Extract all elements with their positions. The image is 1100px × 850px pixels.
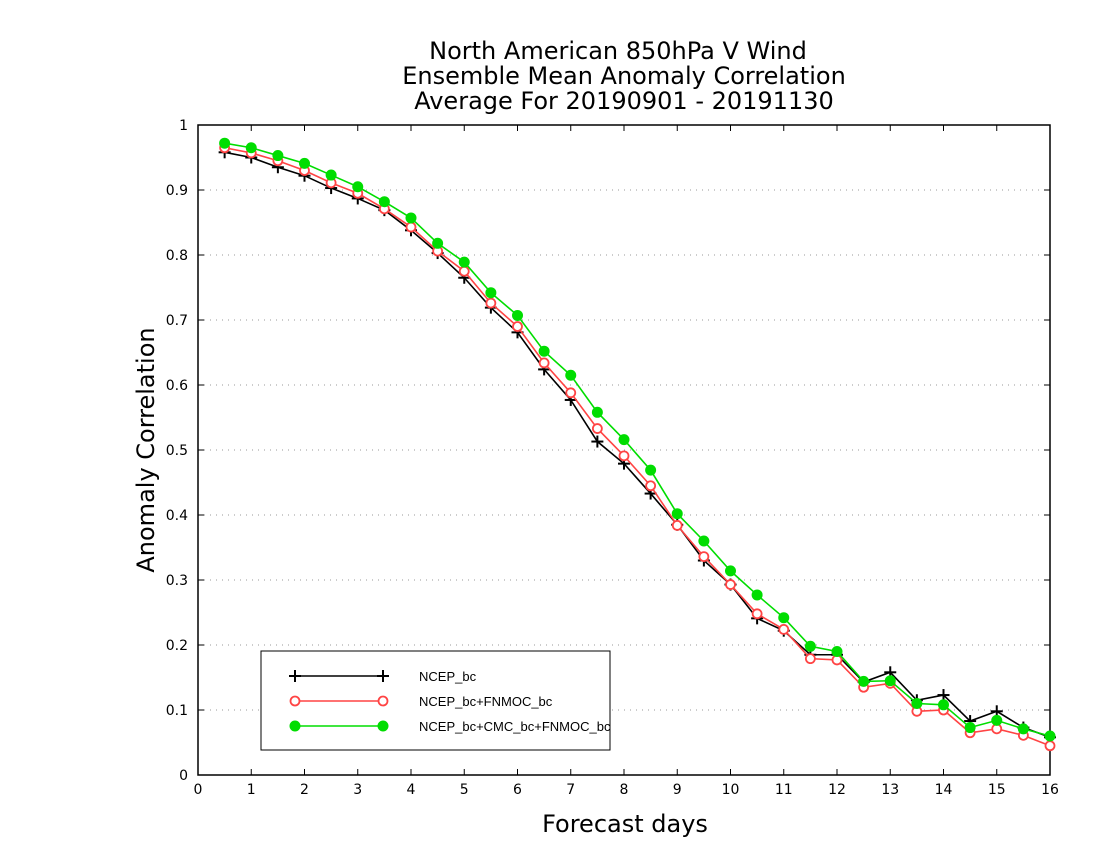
series-2-point-1 xyxy=(245,142,257,154)
x-axis-label: Forecast days xyxy=(542,810,708,838)
x-tick-label-2: 2 xyxy=(300,782,309,798)
series-2-point-4 xyxy=(325,169,337,181)
legend-label-0: NCEP_bc xyxy=(419,669,477,684)
series-line-2 xyxy=(224,142,1051,737)
x-tick-label-7: 7 xyxy=(566,782,575,798)
series-1-point-22 xyxy=(804,653,816,665)
y-tick-label-3: 0.3 xyxy=(166,573,188,589)
series-1-point-12 xyxy=(538,357,550,369)
legend-marker-left-2 xyxy=(289,720,301,732)
x-tick-label-11: 11 xyxy=(775,782,793,798)
series-1-point-15 xyxy=(618,450,630,462)
x-tick-label-0: 0 xyxy=(194,782,203,798)
series-2-point-31 xyxy=(1044,730,1056,742)
series-2-point-10 xyxy=(485,287,497,299)
y-tick-label-8: 0.8 xyxy=(166,248,188,264)
series-2-point-27 xyxy=(938,699,949,711)
y-tick-label-5: 0.5 xyxy=(166,443,188,459)
x-tick-label-9: 9 xyxy=(673,782,682,798)
series-1-point-16 xyxy=(645,480,657,492)
y-tick-label-10: 1 xyxy=(179,118,188,134)
series-2-point-19 xyxy=(725,565,736,577)
series-2-point-8 xyxy=(432,237,444,249)
legend-label-1: NCEP_bc+FNMOC_bc xyxy=(419,694,553,709)
series-2-point-16 xyxy=(645,464,657,476)
chart-title-line-1: North American 850hPa V Wind xyxy=(429,37,807,65)
series-2-point-17 xyxy=(671,508,683,520)
y-tick-label-6: 0.6 xyxy=(166,378,188,394)
series-2-point-20 xyxy=(751,589,763,601)
x-tick-label-6: 6 xyxy=(513,782,522,798)
series-1-point-18 xyxy=(698,551,710,562)
series-2-point-25 xyxy=(884,675,896,687)
legend-marker-right-2 xyxy=(377,720,389,732)
series-2-point-6 xyxy=(378,196,390,208)
series-2-point-22 xyxy=(804,640,816,652)
series-2-point-0 xyxy=(219,137,231,149)
series-2-point-21 xyxy=(778,612,790,624)
series-2-point-14 xyxy=(591,406,603,418)
series-0-point-27 xyxy=(937,689,950,702)
series-2 xyxy=(219,137,1056,742)
x-tick-label-12: 12 xyxy=(828,782,846,798)
series-2-point-2 xyxy=(272,150,284,162)
x-tick-label-3: 3 xyxy=(353,782,362,798)
series-2-point-29 xyxy=(991,714,1003,726)
legend-marker-left-1 xyxy=(289,695,301,707)
series-2-point-18 xyxy=(698,535,710,547)
series-1-point-31 xyxy=(1044,740,1056,752)
series-1-point-13 xyxy=(565,387,577,399)
series-0-point-14 xyxy=(591,435,604,448)
series-2-point-5 xyxy=(352,181,364,193)
x-tick-label-4: 4 xyxy=(407,782,416,798)
series-2-point-23 xyxy=(831,646,843,657)
x-tick-label-14: 14 xyxy=(935,782,953,798)
series-2-point-11 xyxy=(512,309,523,321)
y-tick-label-0: 0 xyxy=(179,768,188,784)
series-1-point-9 xyxy=(458,265,470,277)
series-2-point-9 xyxy=(458,256,470,268)
series-2-point-13 xyxy=(565,369,577,381)
x-tick-label-8: 8 xyxy=(620,782,629,798)
y-tick-label-1: 0.1 xyxy=(166,703,188,719)
legend-label-2: NCEP_bc+CMC_bc+FNMOC_bc xyxy=(419,719,611,734)
series-1-point-14 xyxy=(591,423,603,434)
x-tick-label-1: 1 xyxy=(247,782,256,798)
y-tick-label-9: 0.9 xyxy=(166,183,188,199)
x-tick-label-5: 5 xyxy=(460,782,469,798)
series-2-point-30 xyxy=(1017,723,1029,735)
chart-title-line-2: Ensemble Mean Anomaly Correlation xyxy=(402,62,846,90)
y-axis-label: Anomaly Correlation xyxy=(132,327,160,572)
y-tick-label-7: 0.7 xyxy=(166,313,188,329)
chart-title-line-3: Average For 20190901 - 20191130 xyxy=(414,87,834,115)
x-tick-label-16: 16 xyxy=(1041,782,1059,798)
series-2-point-3 xyxy=(299,157,310,169)
series-2-point-24 xyxy=(858,675,870,687)
series-2-point-28 xyxy=(964,722,976,734)
series-1-point-17 xyxy=(671,520,683,531)
x-tick-label-15: 15 xyxy=(988,782,1006,798)
series-line-0 xyxy=(224,151,1051,739)
series-1-point-10 xyxy=(485,297,497,309)
series-1-point-19 xyxy=(725,579,736,590)
series-1-point-11 xyxy=(512,321,523,332)
y-tick-label-4: 0.4 xyxy=(166,508,188,524)
series-1-point-20 xyxy=(751,608,763,620)
series-2-point-12 xyxy=(538,345,550,357)
legend-marker-left-0 xyxy=(289,670,301,682)
series-2-point-15 xyxy=(618,434,630,446)
legend-marker-right-1 xyxy=(377,695,389,707)
legend-marker-right-0 xyxy=(377,670,389,682)
x-tick-label-10: 10 xyxy=(722,782,740,798)
series-2-point-26 xyxy=(911,698,923,709)
series-1-point-7 xyxy=(405,221,417,233)
series-1-point-21 xyxy=(778,624,790,635)
series-2-point-7 xyxy=(405,212,417,224)
y-tick-label-2: 0.2 xyxy=(166,638,188,654)
x-tick-label-13: 13 xyxy=(881,782,899,798)
